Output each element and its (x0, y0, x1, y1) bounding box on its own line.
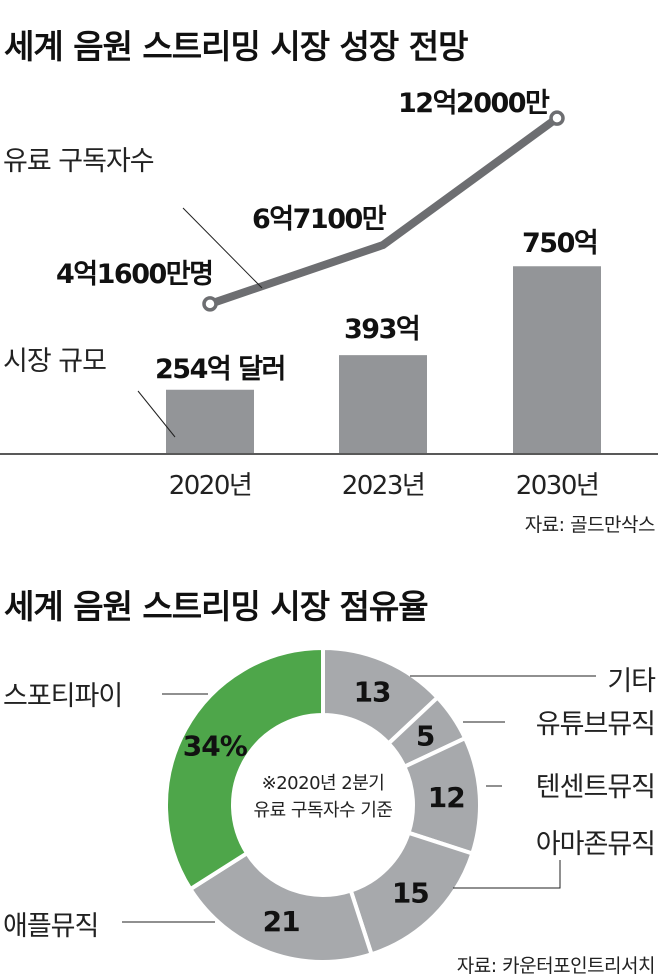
slice-name-other: 기타 (607, 666, 656, 697)
slice-value-텐센트뮤직: 12 (428, 781, 465, 814)
legend-label-market-size: 시장 규모 (3, 346, 106, 377)
line-point-2030년 (549, 110, 565, 126)
source-counterpoint: 자료: 카운터포인트리서치 (457, 955, 655, 977)
line-series (202, 110, 565, 312)
slice-value-애플뮤직: 21 (263, 905, 300, 938)
chart-title-growth: 세계 음원 스트리밍 시장 성장 전망 (4, 27, 468, 66)
slice-name-tencent: 텐센트뮤직 (536, 772, 655, 803)
bar-label-2023: 393억 (344, 314, 419, 345)
bar-2020년 (166, 389, 254, 453)
slice-name-apple: 애플뮤직 (3, 911, 98, 942)
slice-value-기타: 13 (354, 676, 391, 709)
x-tick-2030: 2030년 (516, 471, 599, 501)
donut-chart: 13 5 12 15 21 34% (164, 645, 482, 964)
donut-note-line1: ※2020년 2분기 (262, 773, 385, 794)
slice-name-spotify: 스포티파이 (3, 681, 122, 712)
bar-label-2020: 254억 달러 (155, 354, 285, 385)
subscribers-leader-line (182, 207, 263, 289)
slice-value-아마존뮤직: 15 (392, 876, 429, 909)
bar-2030년 (513, 266, 601, 453)
market-size-leader-line (137, 390, 176, 438)
bar-label-2030: 750억 (522, 228, 597, 259)
donut-note-line2: 유료 구독자수 기준 (254, 800, 393, 821)
legend-label-subscribers: 유료 구독자수 (3, 146, 154, 177)
x-tick-2020: 2020년 (169, 471, 252, 501)
slice-스포티파이 (164, 645, 325, 892)
x-tick-2023: 2023년 (342, 471, 425, 501)
leader-line-amazon (453, 860, 561, 889)
slice-name-amazon: 아마존뮤직 (536, 829, 655, 860)
bar-series (166, 266, 601, 453)
line-label-2020: 4억1600만명 (56, 259, 212, 290)
chart-title-share: 세계 음원 스트리밍 시장 점유율 (4, 587, 428, 626)
line-label-2030: 12억2000만 (398, 88, 550, 119)
slice-name-youtube: 유튜브뮤직 (536, 709, 655, 740)
source-goldman: 자료: 골드만삭스 (525, 514, 655, 536)
bar-2023년 (339, 355, 427, 453)
subscribers-line (208, 114, 560, 308)
leader-lines (122, 675, 596, 923)
line-label-2023: 6억7100만 (252, 204, 387, 235)
slice-value-유튜브뮤직: 5 (416, 720, 434, 753)
slice-value-스포티파이: 34% (183, 730, 248, 763)
line-point-2020년 (202, 296, 218, 312)
